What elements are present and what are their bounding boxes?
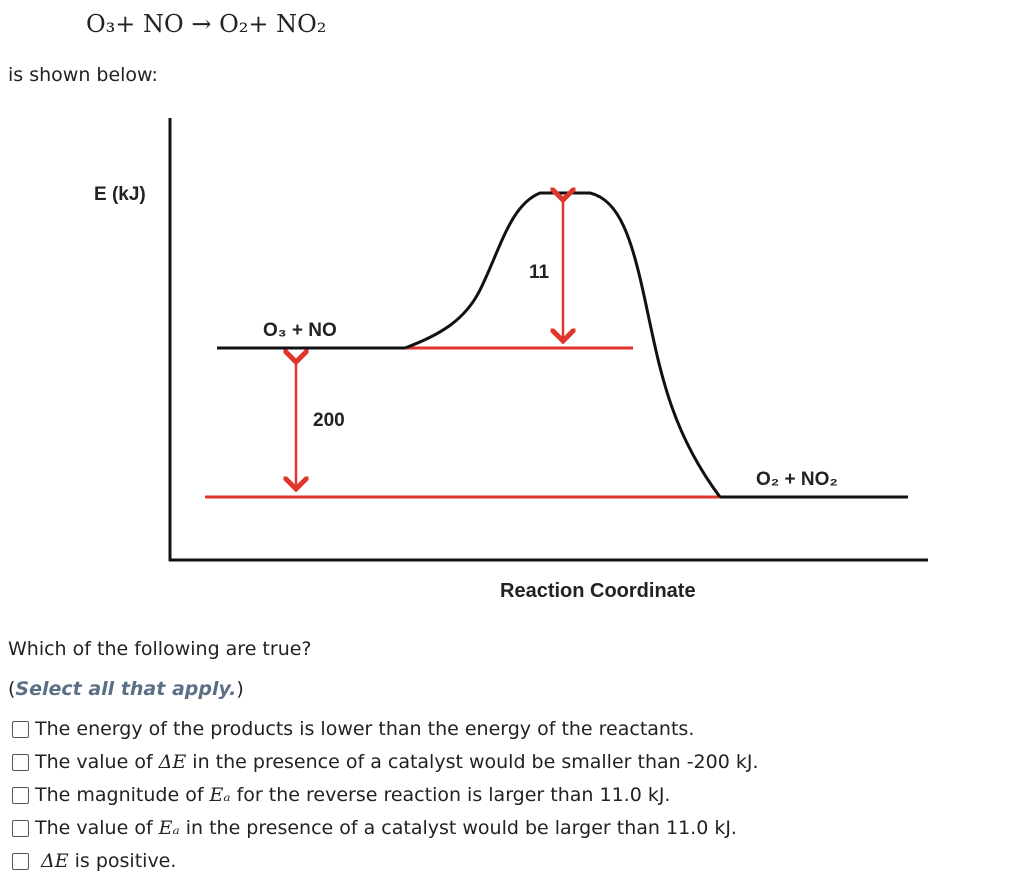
- checkbox[interactable]: [12, 720, 29, 738]
- equation: O₃+ NO → O₂+ NO₂: [86, 10, 327, 38]
- checkbox[interactable]: [12, 753, 29, 771]
- option-text: The value of: [35, 751, 159, 773]
- question: Which of the following are true?: [8, 638, 312, 660]
- delta-label: 200: [313, 410, 345, 431]
- option-text: Eₐ: [158, 817, 180, 839]
- checkbox[interactable]: [12, 852, 29, 870]
- x-label: Reaction Coordinate: [500, 580, 696, 602]
- option-text: for the reverse reaction is larger than …: [230, 784, 671, 806]
- instruction: (Select all that apply.): [8, 678, 244, 700]
- instruction-text: Select all that apply.: [15, 678, 237, 700]
- option: ΔE is positive.: [12, 850, 176, 872]
- checkbox[interactable]: [12, 786, 29, 804]
- option-text: is positive.: [68, 850, 177, 872]
- checkbox[interactable]: [12, 819, 29, 837]
- option-text: in the presence of a catalyst would be l…: [179, 817, 737, 839]
- option-text: The energy of the products is lower than…: [35, 718, 695, 740]
- paren: (: [8, 678, 16, 700]
- option-text: The magnitude of: [35, 784, 210, 806]
- energy-diagram: E (kJ) O₃ + NO O₂ + NO₂ 11 200 Reaction …: [94, 118, 928, 602]
- option: The magnitude of Eₐ for the reverse reac…: [12, 784, 670, 806]
- option: The energy of the products is lower than…: [12, 718, 694, 740]
- energy-curve: [404, 191, 722, 498]
- option-text: ΔE: [41, 850, 69, 872]
- y-label: E (kJ): [94, 184, 146, 205]
- option-text: Eₐ: [209, 784, 231, 806]
- option-text: in the presence of a catalyst would be s…: [186, 751, 759, 773]
- activation-label: 11: [529, 262, 550, 283]
- option: The value of ΔE in the presence of a cat…: [12, 751, 759, 773]
- option-text: The value of: [35, 817, 159, 839]
- products-label: O₂ + NO₂: [756, 469, 838, 490]
- option-text: ΔE: [158, 751, 187, 773]
- reactants-label: O₃ + NO: [263, 320, 337, 341]
- paren: ): [236, 678, 244, 700]
- option: The value of Eₐ in the presence of a cat…: [12, 817, 737, 839]
- intro: is shown below:: [8, 64, 158, 86]
